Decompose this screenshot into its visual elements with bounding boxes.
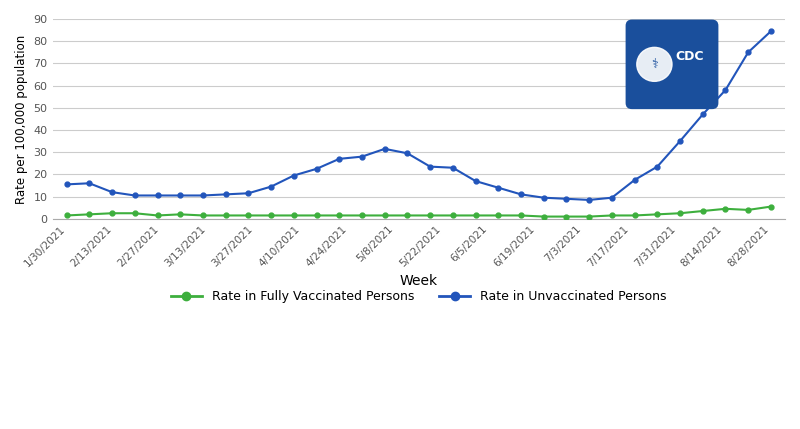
Circle shape [637,47,672,82]
Text: ⚕: ⚕ [651,58,658,71]
Y-axis label: Rate per 100,000 population: Rate per 100,000 population [15,34,28,203]
Legend: Rate in Fully Vaccinated Persons, Rate in Unvaccinated Persons: Rate in Fully Vaccinated Persons, Rate i… [166,285,672,308]
X-axis label: Week: Week [400,274,438,288]
Text: CDC: CDC [675,50,704,63]
FancyBboxPatch shape [626,20,718,109]
